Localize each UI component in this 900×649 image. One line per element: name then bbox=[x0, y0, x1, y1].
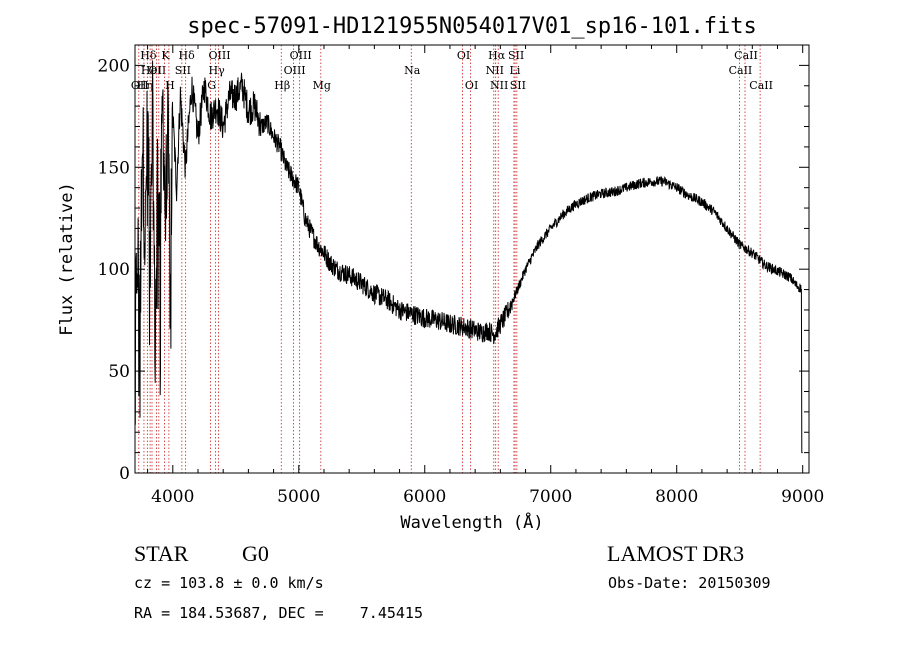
line-label-18: Na bbox=[404, 64, 421, 77]
x-tick-label-5: 9000 bbox=[781, 487, 824, 507]
x-tick-label-4: 8000 bbox=[655, 487, 698, 507]
line-label-23: NII bbox=[490, 79, 508, 92]
line-label-14: Hβ bbox=[274, 79, 290, 92]
line-label-9: SII bbox=[175, 64, 191, 77]
plot-frame bbox=[134, 44, 810, 474]
line-label-5: OII bbox=[149, 64, 167, 77]
line-label-16: OIII bbox=[290, 49, 312, 62]
y-tick-label-3: 150 bbox=[98, 158, 130, 178]
spectrum-line bbox=[134, 60, 803, 454]
line-label-1: Hη bbox=[137, 79, 153, 92]
line-label-21: NII bbox=[486, 64, 504, 77]
x-tick-label-0: 4000 bbox=[151, 487, 194, 507]
x-axis-label: Wavelength (Å) bbox=[400, 511, 543, 533]
x-tick-label-3: 7000 bbox=[529, 487, 572, 507]
line-label-11: G bbox=[207, 79, 216, 92]
chart-title: spec-57091-HD121955N054017V01_sp16-101.f… bbox=[187, 14, 757, 39]
observation-date: Obs-Date: 20150309 bbox=[608, 574, 771, 592]
line-label-17: Mg bbox=[313, 79, 331, 92]
y-tick-label-2: 100 bbox=[98, 260, 130, 280]
line-label-29: CaII bbox=[749, 79, 773, 92]
y-tick-label-4: 200 bbox=[98, 56, 130, 76]
object-class: STAR bbox=[134, 541, 189, 566]
line-label-27: CaII bbox=[729, 64, 753, 77]
survey-name: LAMOST DR3 bbox=[607, 541, 745, 566]
line-label-20: OI bbox=[465, 79, 478, 92]
redshift-cz: cz = 103.8 ± 0.0 km/s bbox=[134, 574, 324, 592]
y-tick-label-1: 50 bbox=[108, 362, 130, 382]
line-label-12: Hγ bbox=[209, 64, 226, 77]
line-label-25: SII bbox=[508, 49, 524, 62]
line-label-26: SII bbox=[510, 79, 526, 92]
line-label-22: Hα bbox=[488, 49, 506, 62]
spectrum-series bbox=[134, 60, 803, 454]
axes: 4000 5000 6000 7000 8000 9000 0 50 100 150 200 bbox=[98, 45, 824, 507]
line-label-28: CaII bbox=[734, 49, 758, 62]
line-label-7: K bbox=[161, 49, 170, 62]
y-axis-label: Flux (relative) bbox=[57, 182, 77, 336]
y-tick-label-0: 0 bbox=[119, 464, 130, 484]
x-tick-label-1: 5000 bbox=[277, 487, 320, 507]
line-label-13: OIII bbox=[208, 49, 230, 62]
x-tick-label-2: 6000 bbox=[403, 487, 446, 507]
line-label-2: Hδ bbox=[140, 49, 157, 62]
line-label-10: Hδ bbox=[179, 49, 196, 62]
line-label-19: OI bbox=[457, 49, 470, 62]
line-label-8: H bbox=[165, 79, 175, 92]
object-subclass: G0 bbox=[242, 541, 269, 566]
line-label-15: OIII bbox=[284, 64, 306, 77]
ra-dec: RA = 184.53687, DEC = 7.45415 bbox=[134, 604, 423, 622]
